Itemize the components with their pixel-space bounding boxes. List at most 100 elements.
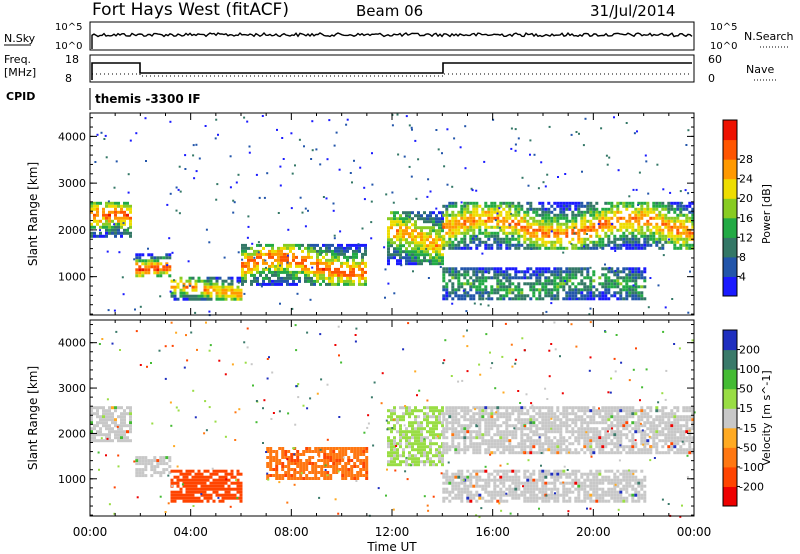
echo-cell xyxy=(117,415,120,419)
echo-cell xyxy=(451,406,455,410)
nsky-tick-bottom-left: 10^0 xyxy=(55,41,82,52)
echo-cell xyxy=(637,415,641,419)
echo-cell xyxy=(619,451,623,455)
echo-cell xyxy=(493,406,497,410)
echo-cell xyxy=(499,430,503,434)
echo-cell xyxy=(423,460,426,464)
echo-cell xyxy=(311,149,314,152)
echo-cell xyxy=(107,309,110,312)
echo-cell xyxy=(637,237,641,241)
echo-cell xyxy=(538,213,542,217)
echo-cell xyxy=(147,268,151,272)
echo-cell xyxy=(652,436,656,440)
echo-cell xyxy=(472,294,476,298)
echo-cell xyxy=(544,225,548,229)
y-tick-label: 3000 xyxy=(58,177,86,190)
echo-cell xyxy=(435,433,438,437)
echo-cell xyxy=(605,154,608,157)
echo-cell xyxy=(144,265,148,269)
echo-cell xyxy=(417,457,420,461)
echo-cell xyxy=(442,270,446,274)
echo-cell xyxy=(138,259,142,263)
echo-cell xyxy=(387,229,390,233)
echo-cell xyxy=(454,228,458,232)
echo-cell xyxy=(499,204,503,208)
echo-cell xyxy=(120,436,123,440)
echo-cell xyxy=(454,291,458,295)
echo-cell xyxy=(604,225,608,229)
echo-cell xyxy=(408,457,411,461)
echo-cell xyxy=(610,451,614,455)
echo-cell xyxy=(438,433,441,437)
echo-cell xyxy=(90,231,93,235)
echo-cell xyxy=(218,478,222,482)
echo-cell xyxy=(460,237,464,241)
echo-cell xyxy=(159,262,163,266)
echo-cell xyxy=(625,237,629,241)
echo-cell xyxy=(445,285,449,289)
echo-cell xyxy=(532,430,536,434)
echo-cell xyxy=(120,222,123,226)
echo-cell xyxy=(135,468,139,472)
echo-cell xyxy=(218,487,222,491)
echo-cell xyxy=(547,240,551,244)
echo-cell xyxy=(502,451,506,455)
echo-cell xyxy=(541,415,545,419)
echo-cell xyxy=(499,415,503,419)
echo-cell xyxy=(460,294,464,298)
echo-cell xyxy=(529,204,533,208)
echo-cell xyxy=(493,207,497,211)
echo-cell xyxy=(247,270,250,274)
echo-cell xyxy=(592,291,596,295)
echo-cell xyxy=(259,249,262,253)
echo-cell xyxy=(105,439,108,443)
echo-cell xyxy=(420,454,423,458)
echo-cell xyxy=(426,454,429,458)
echo-cell xyxy=(442,442,446,446)
echo-cell xyxy=(230,291,234,295)
echo-cell xyxy=(553,240,557,244)
echo-cell xyxy=(259,273,262,277)
echo-cell xyxy=(197,496,201,500)
echo-cell xyxy=(676,246,680,250)
echo-cell xyxy=(493,273,497,277)
echo-cell xyxy=(493,270,497,274)
echo-cell xyxy=(559,442,563,446)
echo-cell xyxy=(466,493,470,497)
echo-cell xyxy=(445,481,449,485)
echo-cell xyxy=(351,181,353,184)
echo-cell xyxy=(329,447,333,450)
echo-cell xyxy=(120,421,123,425)
echo-cell xyxy=(526,270,530,274)
echo-cell xyxy=(610,433,614,437)
echo-cell xyxy=(652,210,656,214)
echo-cell xyxy=(619,442,623,446)
echo-cell xyxy=(408,244,411,248)
echo-cell xyxy=(667,210,671,214)
echo-cell xyxy=(206,294,210,298)
echo-cell xyxy=(481,469,485,473)
echo-cell xyxy=(571,297,575,301)
echo-cell xyxy=(292,255,295,259)
echo-cell xyxy=(460,424,464,428)
echo-cell xyxy=(277,252,280,256)
echo-cell xyxy=(632,276,635,279)
echo-cell xyxy=(307,243,310,247)
echo-cell xyxy=(616,204,620,208)
echo-cell xyxy=(589,451,593,455)
echo-cell xyxy=(607,288,611,292)
echo-cell xyxy=(496,430,500,434)
echo-cell xyxy=(423,454,426,458)
echo-cell xyxy=(317,459,321,462)
echo-cell xyxy=(349,246,352,250)
echo-cell xyxy=(236,297,240,301)
echo-cell xyxy=(429,232,432,236)
echo-cell xyxy=(469,234,473,238)
echo-cell xyxy=(191,276,195,280)
echo-cell xyxy=(277,255,280,259)
echo-cell xyxy=(556,246,560,250)
echo-cell xyxy=(120,415,123,419)
echo-cell xyxy=(475,499,479,503)
echo-cell xyxy=(277,279,280,283)
echo-cell xyxy=(550,294,554,298)
